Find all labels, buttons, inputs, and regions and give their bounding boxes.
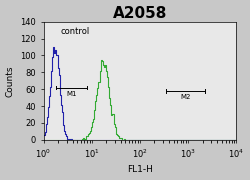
X-axis label: FL1-H: FL1-H	[127, 165, 153, 174]
Text: M1: M1	[66, 91, 77, 97]
Y-axis label: Counts: Counts	[6, 65, 15, 96]
Title: A2058: A2058	[113, 6, 167, 21]
Text: M2: M2	[180, 94, 190, 100]
Text: control: control	[60, 27, 89, 36]
